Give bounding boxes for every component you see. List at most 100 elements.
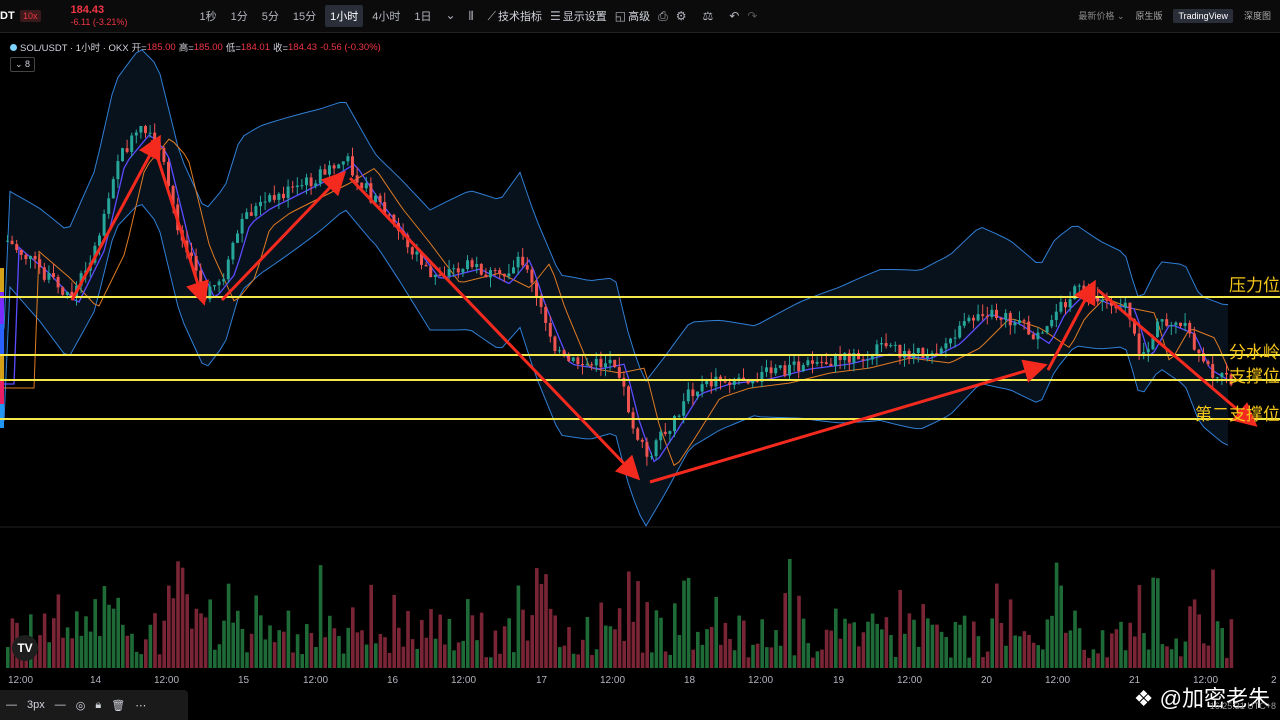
stroke-width[interactable]: 3px xyxy=(27,699,45,711)
volume-bar xyxy=(484,657,488,668)
volume-bar xyxy=(1087,657,1091,668)
candle-body xyxy=(1045,326,1049,333)
volume-bar xyxy=(562,645,567,668)
volume-bar xyxy=(760,619,764,668)
candle-body xyxy=(696,391,699,397)
candle-body xyxy=(245,212,249,219)
trend-arrow xyxy=(70,134,161,301)
undo-icon[interactable]: ↶ xyxy=(729,9,740,23)
watermark-text: @加密老朱 xyxy=(1159,686,1270,711)
symbol-fragment[interactable]: DT xyxy=(0,10,15,22)
candle-body xyxy=(585,364,589,366)
candle-body xyxy=(194,256,198,271)
candle-body xyxy=(29,256,32,260)
volume-bar xyxy=(999,623,1004,668)
timeframe-1s[interactable]: 1秒 xyxy=(199,11,217,23)
candle-body xyxy=(811,360,814,364)
timeframe-15m[interactable]: 15分 xyxy=(292,11,317,23)
candle-body xyxy=(571,357,575,362)
candle-body xyxy=(682,401,686,416)
support-label: 支撑位 xyxy=(1229,367,1280,386)
volume-bar xyxy=(755,643,760,668)
drawing-toolbar: — 3px — ◎ 🔒︎ 🗑︎ ⋯ xyxy=(0,690,188,720)
volume-bar xyxy=(1013,635,1017,668)
view-native[interactable]: 原生版 xyxy=(1135,11,1163,21)
trash-icon[interactable]: 🗑︎ xyxy=(111,699,126,712)
volume-bar xyxy=(751,644,755,668)
candle-body xyxy=(1133,319,1136,334)
candle-body xyxy=(999,317,1003,320)
advanced-button[interactable]: ◱ 高级 xyxy=(615,8,650,24)
chevron-down-icon[interactable]: ⌄ xyxy=(445,8,456,22)
view-tradingview[interactable]: TradingView xyxy=(1173,8,1233,23)
volume-bar xyxy=(608,626,613,668)
volume-bar xyxy=(581,639,585,668)
candle-body xyxy=(636,428,640,440)
volume-bar xyxy=(654,610,659,668)
candle-body xyxy=(594,358,598,366)
gear-icon[interactable]: ⚙ xyxy=(675,9,687,23)
candle-body xyxy=(222,279,226,282)
volume-bar xyxy=(134,651,139,668)
volume-bar xyxy=(677,635,682,668)
time-axis[interactable]: 12:00 14 12:00 15 12:00 16 12:00 17 12:00 18 12:00… xyxy=(0,672,1280,690)
display-settings-button[interactable]: ☰ 显示设置 xyxy=(550,8,607,24)
candle-body xyxy=(479,263,483,275)
latest-price-select[interactable]: 最新价格 ⌄ xyxy=(1078,11,1125,21)
timeframe-4h[interactable]: 4小时 xyxy=(372,11,401,23)
candle-body xyxy=(728,382,732,385)
volume-bar xyxy=(121,624,125,668)
volume-bar xyxy=(479,612,484,668)
indicator-toggle[interactable]: ⌄ 8 xyxy=(10,57,36,72)
candle-body xyxy=(314,183,318,187)
view-depth[interactable]: 深度图 xyxy=(1243,11,1271,21)
candle-body xyxy=(755,380,759,382)
candle-body xyxy=(521,256,525,266)
timeframe-1h[interactable]: 1小时 xyxy=(325,5,364,27)
candle-body xyxy=(852,353,856,363)
timeframe-list: 1秒 1分 5分 15分 1小时 4小时 1日 ⌄ xyxy=(195,5,465,27)
more-icon[interactable]: ⋯ xyxy=(135,699,147,712)
volume-bar xyxy=(594,649,599,668)
time-axis-label: 12:00 xyxy=(303,675,329,686)
latest-price-label: 最新价格 xyxy=(1078,11,1115,21)
timeframe-1d[interactable]: 1日 xyxy=(414,11,432,23)
volume-bar xyxy=(811,657,815,668)
leverage-badge[interactable]: 10x xyxy=(20,10,41,22)
redo-icon[interactable]: ↷ xyxy=(747,9,758,23)
volume-bar xyxy=(838,638,843,668)
indicators-button[interactable]: ⟋ 技术指标 xyxy=(488,8,542,24)
volume-bar xyxy=(995,583,999,668)
timeframe-1m[interactable]: 1分 xyxy=(230,11,248,23)
candle-body xyxy=(512,267,515,274)
candle-body xyxy=(645,441,649,457)
volume-bar xyxy=(880,629,884,668)
candle-body xyxy=(272,195,276,200)
candle-body xyxy=(410,247,414,255)
dash-icon[interactable]: — xyxy=(54,699,66,711)
volume-bar xyxy=(360,630,364,668)
time-axis-label: 12:00 xyxy=(154,675,180,686)
lock-icon[interactable]: 🔒︎ xyxy=(95,698,102,711)
candle-type-icon[interactable]: ⫴ xyxy=(468,8,474,23)
screenshot-icon[interactable]: ⎙ xyxy=(658,8,668,23)
candle-body xyxy=(447,269,451,276)
scale-icon[interactable]: ⚖ xyxy=(702,9,714,23)
volume-bar xyxy=(585,617,590,668)
volume-bar xyxy=(226,583,231,668)
advanced-label: 高级 xyxy=(628,11,651,23)
candle-body xyxy=(875,344,879,357)
volume-bar xyxy=(328,615,332,668)
timeframe-5m[interactable]: 5分 xyxy=(261,11,279,23)
candle-body xyxy=(962,321,966,326)
target-icon[interactable]: ◎ xyxy=(75,699,86,712)
volume-bar xyxy=(148,624,153,668)
volume-bar xyxy=(765,647,769,668)
time-axis-label: 18 xyxy=(684,675,696,686)
line-style-icon[interactable]: — xyxy=(6,699,17,711)
candle-body xyxy=(1142,352,1146,354)
candle-body xyxy=(300,185,304,187)
candle-body xyxy=(995,309,998,318)
candle-body xyxy=(52,273,55,277)
